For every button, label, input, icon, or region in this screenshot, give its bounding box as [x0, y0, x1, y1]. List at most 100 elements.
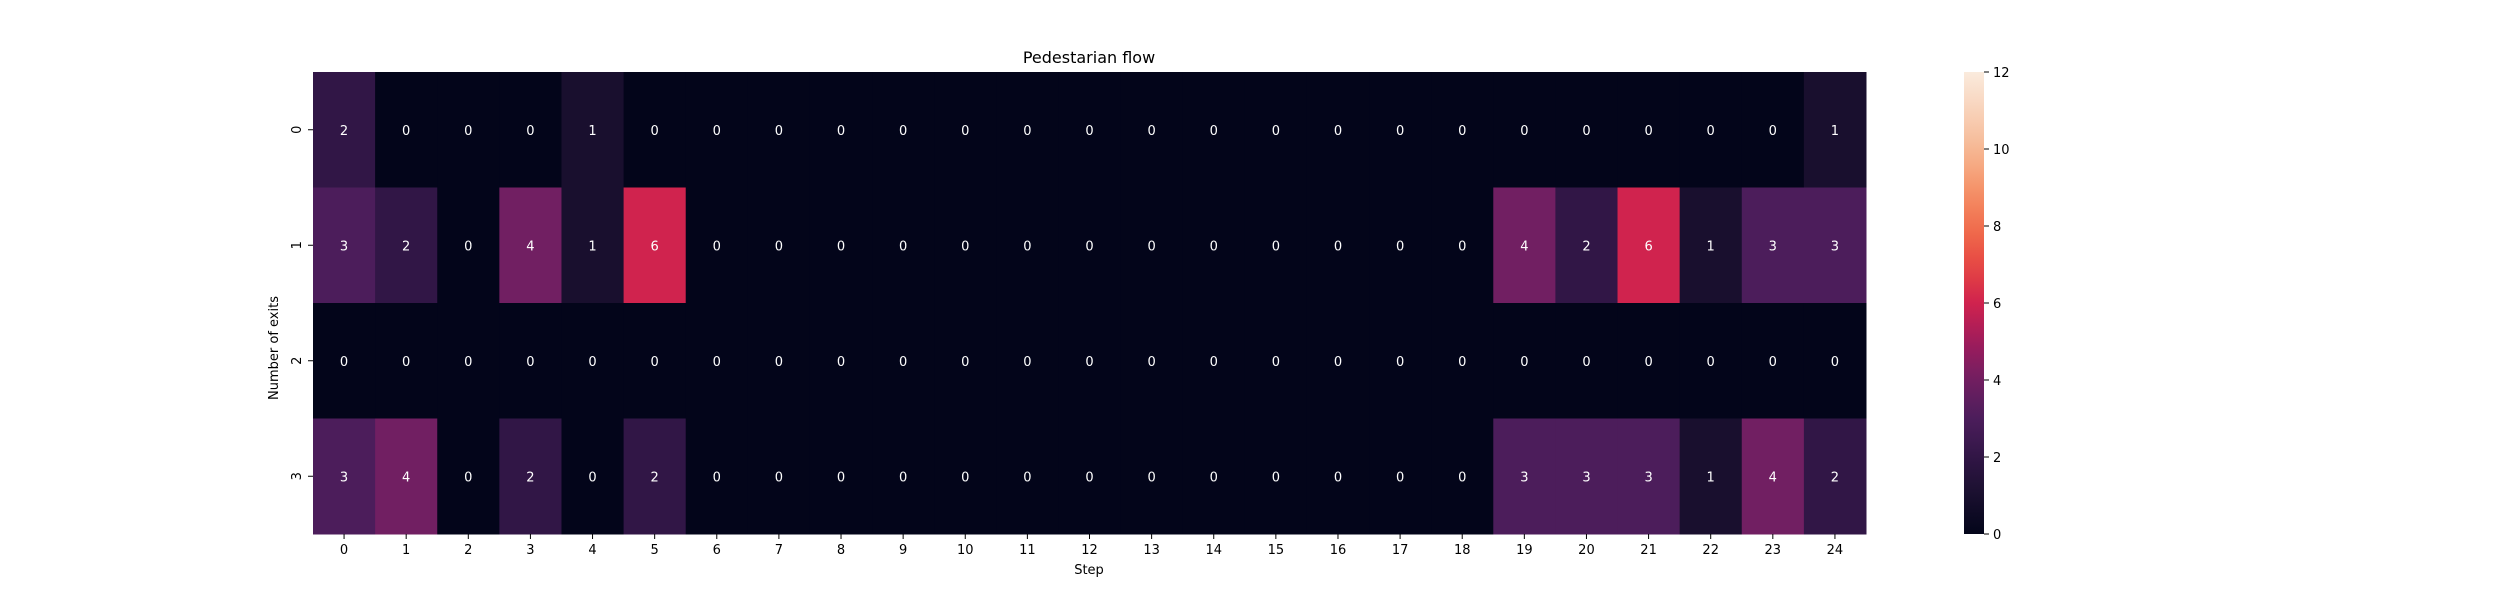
y-tick-label: 2	[290, 357, 305, 365]
heatmap-cell	[623, 72, 687, 188]
heatmap-cell	[499, 303, 562, 419]
cell-value-label: 0	[1085, 239, 1093, 254]
cell-value-label: 0	[340, 355, 348, 370]
cell-value-label: 0	[899, 355, 907, 370]
heatmap-cell	[437, 303, 500, 419]
heatmap-cell	[1120, 72, 1184, 188]
colorbar-tick-label: 2	[1993, 451, 2001, 466]
heatmap-cell	[1058, 72, 1122, 188]
heatmap-cell	[872, 187, 935, 304]
heatmap-cell	[1555, 72, 1619, 188]
cell-value-label: 1	[588, 124, 596, 139]
cell-value-label: 4	[526, 239, 534, 254]
cell-value-label: 4	[1520, 239, 1528, 254]
x-axis: 0 1 2 3 4 5 6 7 8 9 10 11 12 13 14 15 16 17 18 19 20 21 22 23 24	[340, 534, 1843, 558]
heatmap-cell	[1803, 72, 1867, 188]
cell-value-label: 0	[464, 239, 472, 254]
cell-value-label: 0	[775, 355, 783, 370]
heatmap-cell	[1431, 187, 1494, 304]
cell-value-label: 0	[713, 470, 721, 485]
heatmap-cell	[1182, 72, 1246, 188]
heatmap-cell	[996, 303, 1059, 419]
cell-value-label: 1	[1831, 124, 1839, 139]
heatmap-cell	[1493, 303, 1556, 419]
cell-value-label: 0	[1334, 239, 1342, 254]
cell-value-label: 3	[1644, 470, 1652, 485]
heatmap-cell	[375, 303, 438, 419]
cell-value-label: 0	[1147, 124, 1155, 139]
heatmap-cell	[1369, 187, 1432, 304]
x-axis-label: Step	[1074, 563, 1104, 578]
cell-value-label: 6	[1644, 239, 1652, 254]
heatmap-cell	[1058, 187, 1122, 304]
colorbar-tick-label: 4	[1993, 374, 2001, 389]
heatmap-cell	[685, 72, 749, 188]
heatmap-cell	[934, 187, 997, 304]
cell-value-label: 0	[1334, 355, 1342, 370]
y-tick-label: 1	[290, 241, 305, 249]
cell-value-label: 0	[1396, 239, 1404, 254]
heatmap-cell	[809, 72, 873, 188]
cell-value-label: 0	[1458, 239, 1466, 254]
cell-value-label: 0	[651, 355, 659, 370]
heatmap-cell	[1555, 187, 1619, 304]
cell-value-label: 0	[961, 355, 969, 370]
heatmap-cell	[561, 303, 625, 419]
cell-value-label: 0	[775, 239, 783, 254]
heatmap-cell	[872, 418, 935, 535]
cell-value-label: 0	[1023, 470, 1031, 485]
heatmap-cell	[1741, 72, 1805, 188]
x-tick-label: 11	[1019, 543, 1036, 558]
cell-value-label: 0	[961, 124, 969, 139]
heatmap-cell	[1555, 418, 1619, 535]
cell-value-label: 2	[1831, 470, 1839, 485]
heatmap-cell	[1679, 418, 1743, 535]
cell-value-label: 0	[713, 239, 721, 254]
heatmap-cell	[1244, 303, 1308, 419]
heatmap-cell	[1741, 187, 1805, 304]
heatmap-cell	[1369, 303, 1432, 419]
x-tick-label: 4	[588, 543, 596, 558]
cell-value-label: 0	[526, 355, 534, 370]
heatmap-cell	[623, 303, 687, 419]
cell-value-label: 0	[713, 355, 721, 370]
heatmap-cell	[375, 418, 438, 535]
x-tick-label: 15	[1268, 543, 1285, 558]
heatmap-cell	[499, 418, 562, 535]
y-tick-label: 0	[290, 126, 305, 134]
cell-value-label: 1	[588, 239, 596, 254]
heatmap-cell	[561, 187, 625, 304]
heatmap-cell	[1493, 418, 1556, 535]
cell-value-label: 0	[1210, 239, 1218, 254]
cell-value-label: 0	[1085, 124, 1093, 139]
cell-value-label: 0	[837, 355, 845, 370]
colorbar-tick-label: 8	[1993, 220, 2001, 235]
cell-value-label: 0	[1769, 124, 1777, 139]
heatmap-cell	[1306, 187, 1370, 304]
cell-value-label: 0	[1210, 355, 1218, 370]
heatmap-cell	[872, 72, 935, 188]
x-tick-label: 10	[957, 543, 974, 558]
cell-value-label: 2	[1582, 239, 1590, 254]
heatmap-cell	[1493, 187, 1556, 304]
cell-value-label: 0	[464, 124, 472, 139]
heatmap-cell	[375, 187, 438, 304]
cell-value-label: 1	[1707, 470, 1715, 485]
heatmap-cell	[747, 72, 811, 188]
heatmap-cell	[1058, 418, 1122, 535]
cell-value-label: 0	[775, 124, 783, 139]
cell-value-label: 0	[1707, 355, 1715, 370]
cell-value-label: 0	[899, 239, 907, 254]
x-tick-label: 23	[1765, 543, 1782, 558]
cell-value-label: 3	[1520, 470, 1528, 485]
heatmap-cell	[1617, 187, 1681, 304]
heatmap-cell	[1493, 72, 1556, 188]
cell-value-label: 0	[1644, 355, 1652, 370]
heatmap-cell	[1306, 303, 1370, 419]
heatmap-cell	[996, 187, 1059, 304]
heatmap-cell	[1803, 187, 1867, 304]
heatmap-cell	[437, 72, 500, 188]
heatmap-cell	[561, 418, 625, 535]
heatmap-cell	[872, 303, 935, 419]
